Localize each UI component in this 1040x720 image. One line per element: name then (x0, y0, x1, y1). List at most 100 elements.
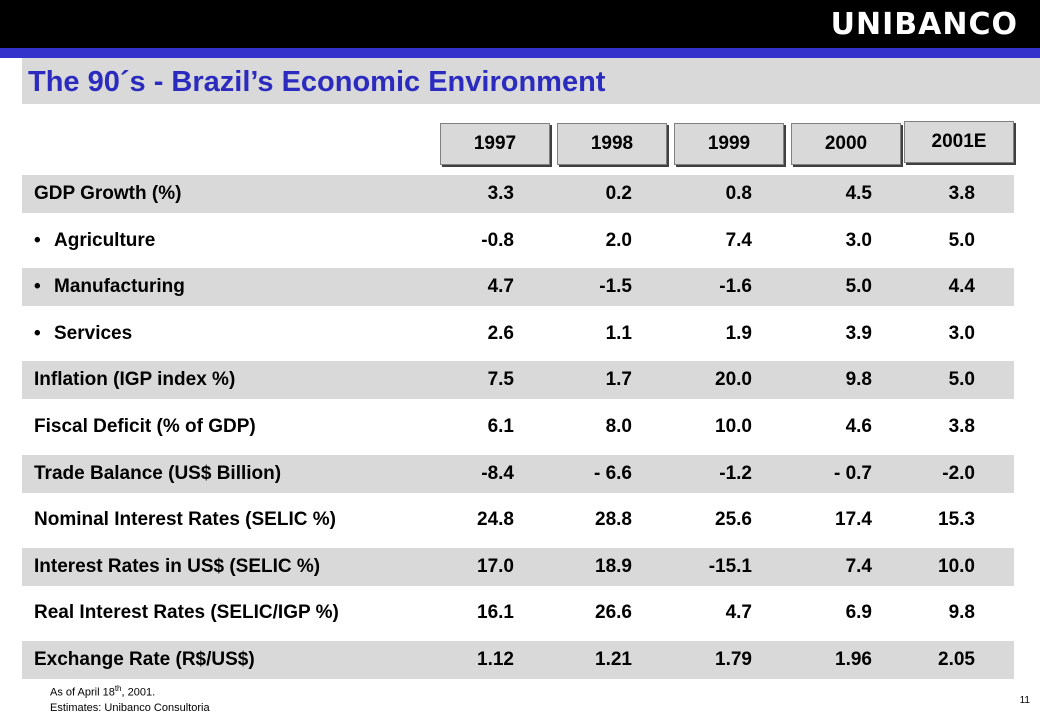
value-cell: -2.0 (942, 463, 975, 484)
value-cell: 4.4 (948, 276, 975, 297)
table-row: • Manufacturing 4.7 -1.5 -1.6 5.0 4.4 (22, 268, 1014, 306)
bullet-icon: • (34, 230, 41, 251)
row-label: Nominal Interest Rates (SELIC %) (34, 501, 336, 539)
year-header: 2000 (791, 123, 901, 165)
table-row: Inflation (IGP index %) 7.5 1.7 20.0 9.8 5.0 (22, 361, 1014, 399)
value-cell: 7.5 (487, 369, 514, 390)
row-label: • Services (34, 315, 132, 353)
value-cell: 15.3 (938, 509, 975, 530)
row-label: • Manufacturing (34, 268, 185, 306)
value-cell: -1.5 (599, 276, 632, 297)
value-cell: 25.6 (715, 509, 752, 530)
value-cell: -8.4 (481, 463, 514, 484)
value-cell: 4.7 (725, 602, 752, 623)
value-cell: -1.6 (719, 276, 752, 297)
value-cell: 3.0 (948, 323, 975, 344)
value-cell: 7.4 (845, 556, 872, 577)
row-label: • Agriculture (34, 222, 155, 260)
row-label-text: Agriculture (54, 230, 156, 251)
value-cell: 1.79 (715, 649, 752, 670)
table-row: Exchange Rate (R$/US$) 1.12 1.21 1.79 1.96 2.… (22, 641, 1014, 679)
row-label-text: Fiscal Deficit (% of GDP) (34, 416, 256, 437)
title-bar (22, 58, 1040, 104)
value-cell: -1.2 (719, 463, 752, 484)
row-label-text: Manufacturing (54, 276, 185, 297)
estimates-footnote: Estimates: Unibanco Consultoria (50, 702, 210, 714)
value-cell: 3.8 (948, 183, 975, 204)
row-label: GDP Growth (%) (34, 175, 181, 213)
value-cell: 0.2 (605, 183, 632, 204)
value-cell: 3.9 (845, 323, 872, 344)
value-cell: 7.4 (725, 230, 752, 251)
value-cell: - 6.6 (593, 463, 632, 484)
value-cell: 8.0 (605, 416, 632, 437)
table-row: Nominal Interest Rates (SELIC %) 24.8 28.8… (22, 501, 1014, 539)
row-label: Exchange Rate (R$/US$) (34, 641, 255, 679)
row-label-text: Services (54, 323, 133, 344)
value-cell: 2.0 (605, 230, 632, 251)
row-label: Inflation (IGP index %) (34, 361, 235, 399)
value-cell: 6.1 (487, 416, 514, 437)
value-cell: 9.8 (845, 369, 872, 390)
page-title: The 90´s - Brazil’s Economic Environment (28, 66, 606, 98)
value-cell: -15.1 (708, 556, 752, 577)
value-cell: 26.6 (595, 602, 632, 623)
value-cell: 2.6 (487, 323, 514, 344)
value-cell: - 0.7 (833, 463, 872, 484)
value-cell: 1.96 (835, 649, 872, 670)
value-cell: 18.9 (595, 556, 632, 577)
table-row: • Services 2.6 1.1 1.9 3.9 3.0 (22, 315, 1014, 353)
row-label: Real Interest Rates (SELIC/IGP %) (34, 594, 339, 632)
accent-bar (0, 48, 1040, 58)
table-row: Interest Rates in US$ (SELIC %) 17.0 18.9 -… (22, 548, 1014, 586)
row-label-text: Real Interest Rates (SELIC/IGP %) (34, 602, 339, 623)
value-cell: 1.12 (477, 649, 514, 670)
value-cell: 20.0 (715, 369, 752, 390)
value-cell: 28.8 (595, 509, 632, 530)
row-label-text: Trade Balance (US$ Billion) (34, 463, 282, 484)
value-cell: 5.0 (845, 276, 872, 297)
value-cell: 16.1 (477, 602, 514, 623)
value-cell: 24.8 (477, 509, 514, 530)
value-cell: 6.9 (845, 602, 872, 623)
row-label-text: GDP Growth (%) (34, 183, 182, 204)
value-cell: 1.1 (605, 323, 632, 344)
header-bar: UNIBANCO (0, 0, 1040, 48)
row-label-text: Inflation (IGP index %) (34, 369, 236, 390)
value-cell: 5.0 (948, 369, 975, 390)
bullet-icon: • (34, 323, 41, 344)
value-cell: 17.4 (835, 509, 872, 530)
table-row: • Agriculture -0.8 2.0 7.4 3.0 5.0 (22, 222, 1014, 260)
page-number: 11 (1019, 695, 1030, 706)
row-label-text: Nominal Interest Rates (SELIC %) (34, 509, 336, 530)
year-header: 1997 (440, 123, 550, 165)
row-label: Fiscal Deficit (% of GDP) (34, 408, 256, 446)
value-cell: 5.0 (948, 230, 975, 251)
year-header: 1999 (674, 123, 784, 165)
value-cell: 3.8 (948, 416, 975, 437)
value-cell: 1.21 (595, 649, 632, 670)
value-cell: 4.6 (845, 416, 872, 437)
year-header-estimate: 2001E (904, 121, 1014, 163)
row-label-text: Interest Rates in US$ (SELIC %) (34, 556, 321, 577)
year-header: 1998 (557, 123, 667, 165)
value-cell: 0.8 (725, 183, 752, 204)
table-row: Trade Balance (US$ Billion) -8.4 - 6.6 -1.2… (22, 455, 1014, 493)
table-row: GDP Growth (%) 3.3 0.2 0.8 4.5 3.8 (22, 175, 1014, 213)
value-cell: 2.05 (938, 649, 975, 670)
value-cell: 4.5 (845, 183, 872, 204)
value-cell: 4.7 (487, 276, 514, 297)
value-cell: 10.0 (715, 416, 752, 437)
value-cell: -0.8 (481, 230, 514, 251)
table-row: Real Interest Rates (SELIC/IGP %) 16.1 26.… (22, 594, 1014, 632)
value-cell: 1.9 (725, 323, 752, 344)
table-row: Fiscal Deficit (% of GDP) 6.1 8.0 10.0 4.6 3.… (22, 408, 1014, 446)
as-of-footnote: As of April 18th, 2001. (50, 684, 156, 699)
value-cell: 9.8 (948, 602, 975, 623)
bullet-icon: • (34, 276, 41, 297)
value-cell: 1.7 (605, 369, 632, 390)
value-cell: 3.3 (487, 183, 514, 204)
row-label: Trade Balance (US$ Billion) (34, 455, 281, 493)
value-cell: 17.0 (477, 556, 514, 577)
row-label: Interest Rates in US$ (SELIC %) (34, 548, 320, 586)
